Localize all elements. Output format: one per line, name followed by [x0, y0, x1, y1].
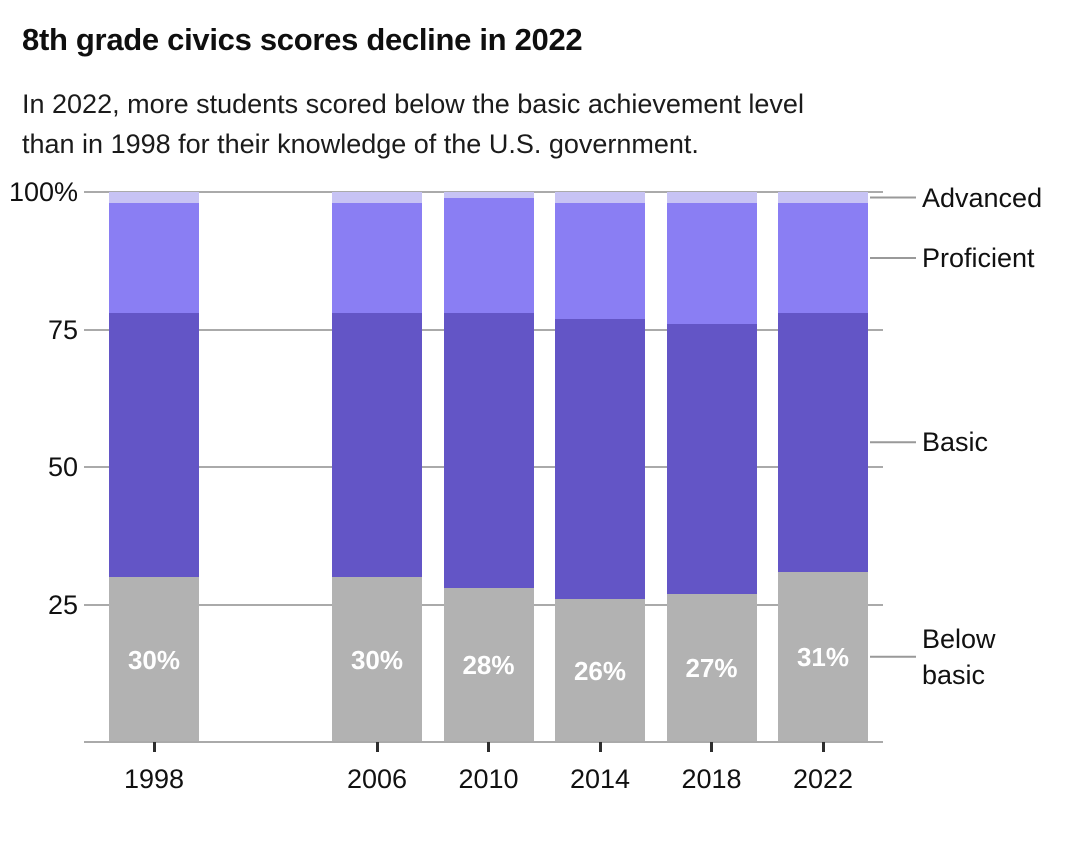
subtitle-line-1: In 2022, more students scored below the …: [22, 89, 804, 119]
bar-label-2014: 26%: [573, 655, 627, 686]
x-axis-tick-2006: [375, 742, 379, 752]
bar-2018-proficient: [666, 203, 757, 324]
legend-label-proficient: Proficient: [922, 243, 1035, 273]
bar-2006-basic: [332, 313, 422, 577]
bar-2022-proficient: [778, 203, 868, 313]
bar-1998-below-basic: [109, 577, 199, 742]
bar-label-2022: 31%: [796, 641, 850, 672]
x-axis-tick-2018: [710, 742, 713, 752]
bar-1998-advanced: [109, 192, 199, 203]
legend-label-basic: Basic: [922, 427, 989, 458]
bar-2010-basic: [443, 313, 534, 588]
bar-2010-proficient: [443, 197, 534, 313]
bar-2022-below-basic: [778, 571, 868, 742]
bar-2018-basic: [666, 324, 757, 594]
bar-2018-advanced: [666, 192, 757, 203]
x-axis-label-1998: 1998: [123, 764, 185, 794]
bar-2006-proficient: [332, 203, 422, 313]
x-axis-label-2014: 2014: [569, 764, 631, 794]
bar-1998-basic: [109, 313, 199, 577]
bar-2022-basic: [778, 313, 868, 572]
bar-2014-basic: [555, 318, 645, 599]
x-axis-label-2022: 2022: [792, 764, 854, 794]
x-axis-baseline: [84, 741, 883, 743]
bar-2006-below-basic: [332, 577, 422, 742]
bar-label-2006: 30%: [350, 644, 404, 675]
bar-2014-below-basic: [555, 599, 645, 742]
bar-2006-advanced: [332, 192, 422, 203]
subtitle-line-2: than in 1998 for their knowledge of the …: [22, 129, 699, 159]
x-axis-label-2010: 2010: [458, 764, 519, 794]
bar-2014-proficient: [555, 203, 645, 319]
bar-1998-proficient: [109, 203, 199, 313]
y-axis-label-25: 25: [47, 589, 78, 620]
bar-2010-below-basic: [443, 588, 534, 742]
legend-label-below-basic: Below basic: [922, 623, 996, 690]
x-axis-tick-2022: [821, 742, 825, 752]
y-axis-label-100: 100%: [8, 177, 78, 207]
y-axis-label-75: 75: [47, 314, 78, 345]
chart-subtitle: In 2022, more students scored below the …: [22, 84, 804, 164]
bar-2014-advanced: [555, 192, 645, 203]
y-axis-label-50: 50: [47, 452, 78, 482]
chart-title: 8th grade civics scores decline in 2022: [22, 22, 583, 57]
bar-2022-advanced: [778, 192, 868, 203]
bar-label-2010: 28%: [462, 650, 515, 680]
legend-label-advanced: Advanced: [922, 182, 1043, 213]
bar-label-2018: 27%: [685, 652, 738, 683]
x-axis-label-2006: 2006: [346, 764, 408, 794]
x-axis-tick-2014: [598, 742, 602, 752]
x-axis-tick-2010: [487, 742, 490, 752]
bar-2018-below-basic: [666, 593, 757, 742]
x-axis-label-2018: 2018: [681, 764, 742, 794]
bar-label-1998: 30%: [127, 644, 181, 675]
bar-2010-advanced: [443, 192, 534, 198]
x-axis-tick-1998: [152, 742, 156, 752]
